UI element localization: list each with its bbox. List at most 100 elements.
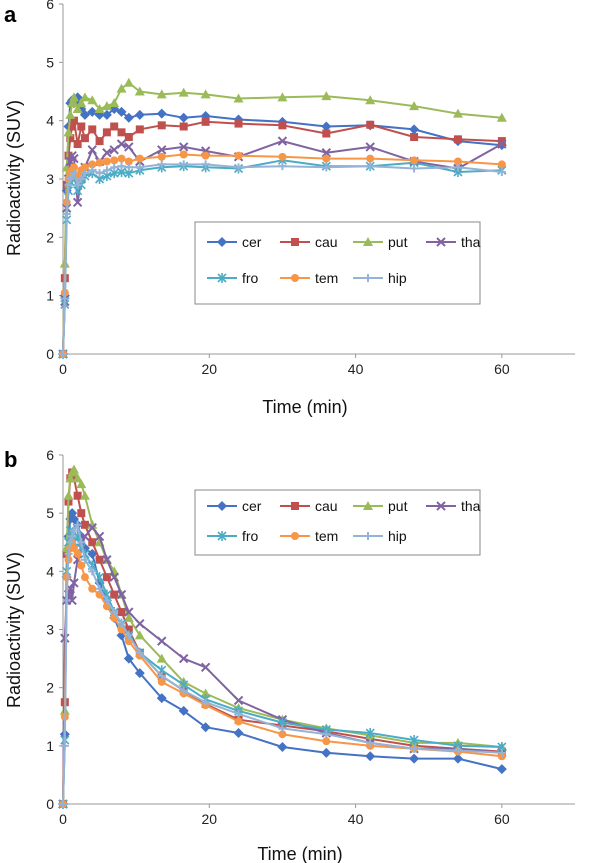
panel-b-point-cau [88, 538, 97, 547]
panel-b-y-tick-label: 5 [46, 505, 54, 521]
panel-a-y-tick-label: 4 [46, 113, 54, 129]
panel-b-y-tick-label: 3 [46, 622, 54, 638]
panel-a-y-tick-label: 3 [46, 171, 54, 187]
panel-b-point-hip [124, 631, 133, 640]
panel-a-point-cer [79, 109, 90, 120]
panel-a-point-put [65, 109, 76, 119]
panel-b-point-hip [110, 608, 119, 617]
panel-a-y-tick-label: 0 [46, 346, 54, 362]
panel-b-point-cau [69, 474, 78, 483]
panel-b-point-hip [157, 672, 166, 681]
panel-a-legend-label: cau [315, 234, 338, 250]
panel-a-point-hip [157, 160, 166, 169]
panel-b-point-tha [233, 695, 244, 706]
panel-a-point-hip [62, 210, 71, 218]
panel-a-point-cau [234, 119, 243, 128]
panel-b-x-axis-label: Time (min) [257, 844, 342, 863]
panel-a-point-tem [201, 151, 210, 160]
panel-a-point-cer [156, 108, 167, 119]
panel-a-point-put [178, 87, 189, 97]
panel-b-legend-label: fro [242, 528, 259, 544]
panel-a-point-cau [73, 140, 82, 148]
panel-a-point-put [156, 89, 167, 99]
panel-a-point-put [134, 86, 145, 96]
panel-a-point-cau [179, 122, 188, 131]
panel-b-point-put [156, 653, 167, 663]
panel-a-legend-entry-cau: cau [280, 234, 338, 250]
panel-b-point-tem [157, 677, 166, 686]
panel-a-point-cer [409, 124, 420, 135]
panel-b-point-put [79, 490, 90, 500]
panel-a-point-tem [179, 150, 188, 159]
panel-a-x-tick-label: 0 [59, 361, 67, 377]
panel-a-y-tick-label: 6 [46, 0, 54, 12]
panel-b-point-hip [117, 619, 126, 628]
panel-b-point-hip [410, 744, 419, 753]
panel-a-point-cer [87, 106, 98, 117]
panel-b-line-hip [62, 523, 502, 805]
panel-b-x-tick-label: 60 [494, 811, 510, 827]
panel-b-legend-label: tem [315, 528, 338, 544]
panel-b-legend-entry-tem: tem [280, 528, 338, 544]
panel-a-point-put [321, 91, 332, 101]
panel-b-legend-entry-cer: cer [207, 498, 262, 514]
panel-b-point-cau [77, 509, 86, 518]
panel-b-legend-swatch-marker [291, 532, 299, 540]
panel-b-point-put [65, 473, 76, 483]
panel-b-point-hip [59, 800, 67, 808]
panel-a-point-hip [73, 180, 82, 189]
panel-a-point-hip [179, 160, 188, 169]
panel-b-point-hip [77, 538, 86, 547]
panel-b-point-tem [278, 730, 287, 739]
panel-a-series-hip [59, 160, 506, 358]
panel-b-point-cer [87, 548, 98, 559]
panel-b-point-hip [234, 709, 243, 718]
panel-b-line-tem [62, 541, 503, 805]
panel-a-legend-items: cer cau put tha fro tem hip [207, 234, 481, 286]
panel-a-point-cer [123, 112, 134, 123]
panel-a-point-hip [77, 175, 86, 183]
panel-a-point-put [63, 127, 74, 137]
panel-a-point-cau [453, 135, 462, 144]
panel-a-point-hip [322, 163, 331, 172]
panel-b-legend-swatch-marker [363, 501, 373, 510]
panel-a-point-cau [80, 134, 89, 143]
panel-a-legend-entry-tem: tem [280, 270, 338, 286]
panel-a-point-cau [322, 129, 331, 138]
panel-b-series-tha [58, 523, 507, 809]
panel-a-point-cer [321, 121, 332, 132]
panel-a-point-tem [117, 154, 126, 163]
panel-b-y-axis-label: Radioactivity (SUV) [4, 552, 24, 708]
panel-a-point-cau [124, 133, 133, 141]
panel-b-x-tick-label: 0 [59, 811, 67, 827]
panel-a-series [58, 77, 507, 359]
panel-b-point-tha [200, 662, 211, 673]
panel-b-point-cau [73, 491, 82, 500]
panel-b-point-cau [80, 520, 89, 529]
panel-a-point-tem [234, 151, 243, 160]
panel-a-series-put [58, 77, 507, 358]
panel-a-point-put [452, 108, 463, 118]
panel-b-legend-label: put [388, 498, 408, 514]
panel-b-y-tick-label: 2 [46, 680, 54, 696]
panel-a-legend-swatch-marker [436, 237, 446, 247]
panel-b-point-cer [321, 747, 332, 758]
panel-a-point-tem [88, 160, 97, 169]
panel-a-point-put [87, 95, 98, 105]
panel-a-legend-entry-tha: tha [426, 234, 481, 250]
panel-b-point-cer [178, 705, 189, 716]
panel-b-y-tick-label: 0 [46, 796, 54, 812]
panel-b-point-hip [68, 532, 77, 541]
panel-b-point-hip [179, 686, 188, 695]
panel-b-point-hip [322, 730, 331, 739]
panel-a-point-hip [278, 162, 287, 171]
panel-a-point-put [101, 101, 112, 111]
panel-b-point-tha [135, 618, 145, 629]
panel-a-point-put [109, 98, 120, 108]
panel-b-legend-swatch-marker [364, 532, 372, 540]
panel-a-point-hip [69, 169, 78, 178]
panel-a-legend-label: put [388, 234, 408, 250]
panel-b-point-fro [409, 735, 419, 746]
panel-a-point-cau [102, 128, 111, 137]
panel-b-y-tick-label: 1 [46, 738, 54, 754]
